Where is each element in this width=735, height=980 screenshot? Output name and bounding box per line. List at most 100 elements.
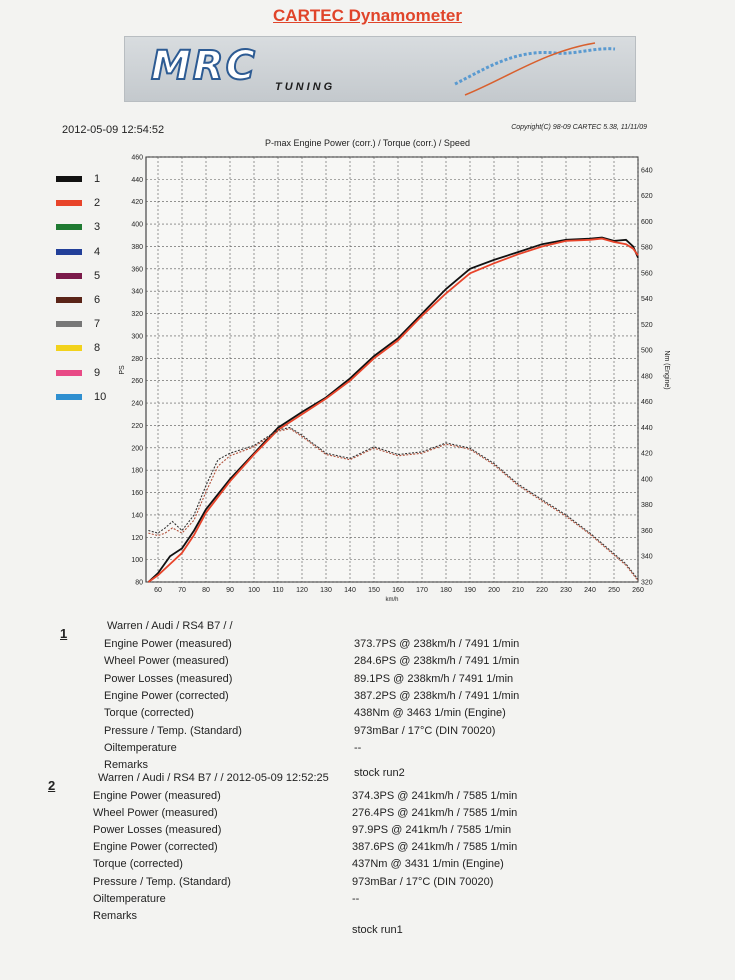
x-tick-label: 200: [488, 587, 500, 594]
legend-label: 9: [94, 366, 101, 379]
y-right-tick-label: 480: [641, 373, 653, 380]
banner-curves-icon: [454, 42, 616, 96]
x-tick-label: 60: [154, 587, 162, 594]
legend-label: 2: [94, 197, 101, 210]
y-left-tick-label: 200: [131, 445, 143, 452]
y-right-tick-label: 520: [641, 322, 653, 329]
y-right-tick-label: 580: [641, 245, 653, 252]
x-tick-label: 170: [416, 587, 428, 594]
page-title: CARTEC Dynamometer: [273, 6, 462, 25]
result-label: Wheel Power (measured): [93, 807, 218, 820]
legend-swatch: [56, 272, 82, 279]
series-line-right-2: [148, 428, 639, 582]
x-tick-label: 230: [560, 587, 572, 594]
y-left-tick-label: 420: [131, 199, 143, 206]
legend-item: 9: [56, 361, 106, 385]
y-left-axis-label: PS: [119, 365, 126, 375]
result-label: Oiltemperature: [104, 741, 177, 754]
result-label: Torque (corrected): [104, 707, 194, 720]
run-legend: 1 2 3 4 5 6 7 8 9 10: [56, 167, 106, 409]
result-value: 373.7PS @ 238km/h / 7491 1/min: [354, 638, 520, 650]
y-right-tick-label: 400: [641, 476, 653, 483]
legend-swatch: [56, 248, 82, 255]
y-left-tick-label: 460: [131, 155, 143, 162]
legend-label: 7: [94, 318, 101, 331]
x-tick-label: 110: [272, 587, 283, 594]
y-left-tick-label: 180: [131, 468, 143, 475]
x-tick-label: 210: [512, 587, 524, 594]
legend-swatch: [56, 321, 82, 328]
legend-item: 1: [56, 167, 106, 191]
x-tick-label: 260: [632, 587, 644, 594]
legend-label: 5: [94, 269, 101, 282]
y-right-tick-label: 340: [641, 554, 653, 561]
y-left-tick-label: 240: [131, 401, 143, 408]
y-left-tick-label: 320: [131, 311, 143, 318]
brand-banner: MRC TUNING: [124, 36, 636, 102]
x-tick-label: 70: [178, 587, 186, 594]
x-tick-label: 180: [440, 587, 452, 594]
x-tick-label: 100: [248, 587, 260, 594]
plot-title: P-max Engine Power (corr.) / Torque (cor…: [265, 138, 470, 148]
run-number: 1: [60, 626, 68, 641]
result-value: --: [354, 741, 362, 754]
x-tick-label: 190: [464, 587, 476, 594]
result-label: Power Losses (measured): [93, 824, 222, 837]
result-label: Engine Power (measured): [93, 790, 221, 802]
x-tick-label: 90: [226, 587, 234, 594]
x-tick-label: 120: [296, 587, 308, 594]
run-header: Warren / Audi / RS4 B7 / /: [107, 620, 233, 632]
result-value: 973mBar / 17°C (DIN 70020): [352, 875, 494, 888]
x-tick-label: 130: [320, 587, 332, 594]
result-value: 97.9PS @ 241km/h / 7585 1/min: [352, 824, 512, 837]
x-tick-label: 240: [584, 587, 596, 594]
run-number: 2: [48, 778, 56, 793]
legend-label: 8: [94, 342, 101, 355]
result-value: 387.6PS @ 241km/h / 7585 1/min: [352, 841, 518, 854]
x-tick-label: 150: [368, 587, 380, 594]
x-tick-label: 220: [536, 587, 548, 594]
result-value: stock run2: [354, 767, 405, 780]
result-value: stock run1: [352, 923, 403, 936]
legend-item: 5: [56, 264, 106, 288]
y-left-tick-label: 400: [131, 222, 143, 229]
y-right-tick-label: 620: [641, 193, 653, 200]
result-label: Wheel Power (measured): [104, 655, 229, 668]
legend-label: 4: [94, 245, 101, 258]
y-left-tick-label: 380: [131, 244, 143, 251]
result-value: 387.2PS @ 238km/h / 7491 1/min: [354, 689, 520, 702]
dyno-chart: 60 70 80 90 100 110 120 130 140 150 160 170 180 190 20…: [119, 155, 670, 604]
legend-item: 6: [56, 288, 106, 312]
y-right-tick-label: 500: [641, 348, 653, 355]
result-label: Remarks: [93, 909, 138, 922]
y-left-tick-label: 440: [131, 177, 143, 184]
brand-logo-subtitle: TUNING: [275, 81, 336, 93]
brand-logo: MRC: [150, 42, 257, 90]
result-value: 438Nm @ 3463 1/min (Engine): [354, 707, 506, 720]
x-tick-label: 250: [608, 587, 620, 594]
legend-label: 1: [94, 173, 101, 186]
legend-item: 2: [56, 191, 106, 215]
y-left-tick-label: 120: [131, 535, 143, 542]
y-left-tick-label: 360: [131, 266, 143, 273]
result-label: Remarks: [104, 759, 149, 772]
legend-item: 7: [56, 312, 106, 336]
y-left-tick-label: 80: [135, 580, 143, 587]
y-left-tick-label: 280: [131, 356, 143, 363]
legend-swatch: [56, 200, 82, 207]
y-right-axis-label: Nm (Engine): [663, 350, 670, 389]
result-value: 284.6PS @ 238km/h / 7491 1/min: [354, 655, 520, 668]
y-right-tick-label: 540: [641, 296, 653, 303]
copyright-text: Copyright(C) 98-09 CARTEC 5.38, 11/11/09: [511, 124, 647, 131]
y-right-tick-label: 420: [641, 451, 653, 458]
plot-area: [145, 156, 639, 583]
y-left-tick-label: 140: [131, 512, 143, 519]
legend-swatch: [56, 393, 82, 400]
report-timestamp: 2012-05-09 12:54:52: [62, 124, 165, 136]
y-left-tick-label: 340: [131, 289, 143, 296]
y-left-tick-label: 100: [131, 557, 143, 564]
legend-swatch: [56, 297, 82, 304]
series-line-left-1: [147, 236, 639, 583]
y-right-tick-label: 440: [641, 425, 653, 432]
result-label: Pressure / Temp. (Standard): [93, 875, 231, 888]
